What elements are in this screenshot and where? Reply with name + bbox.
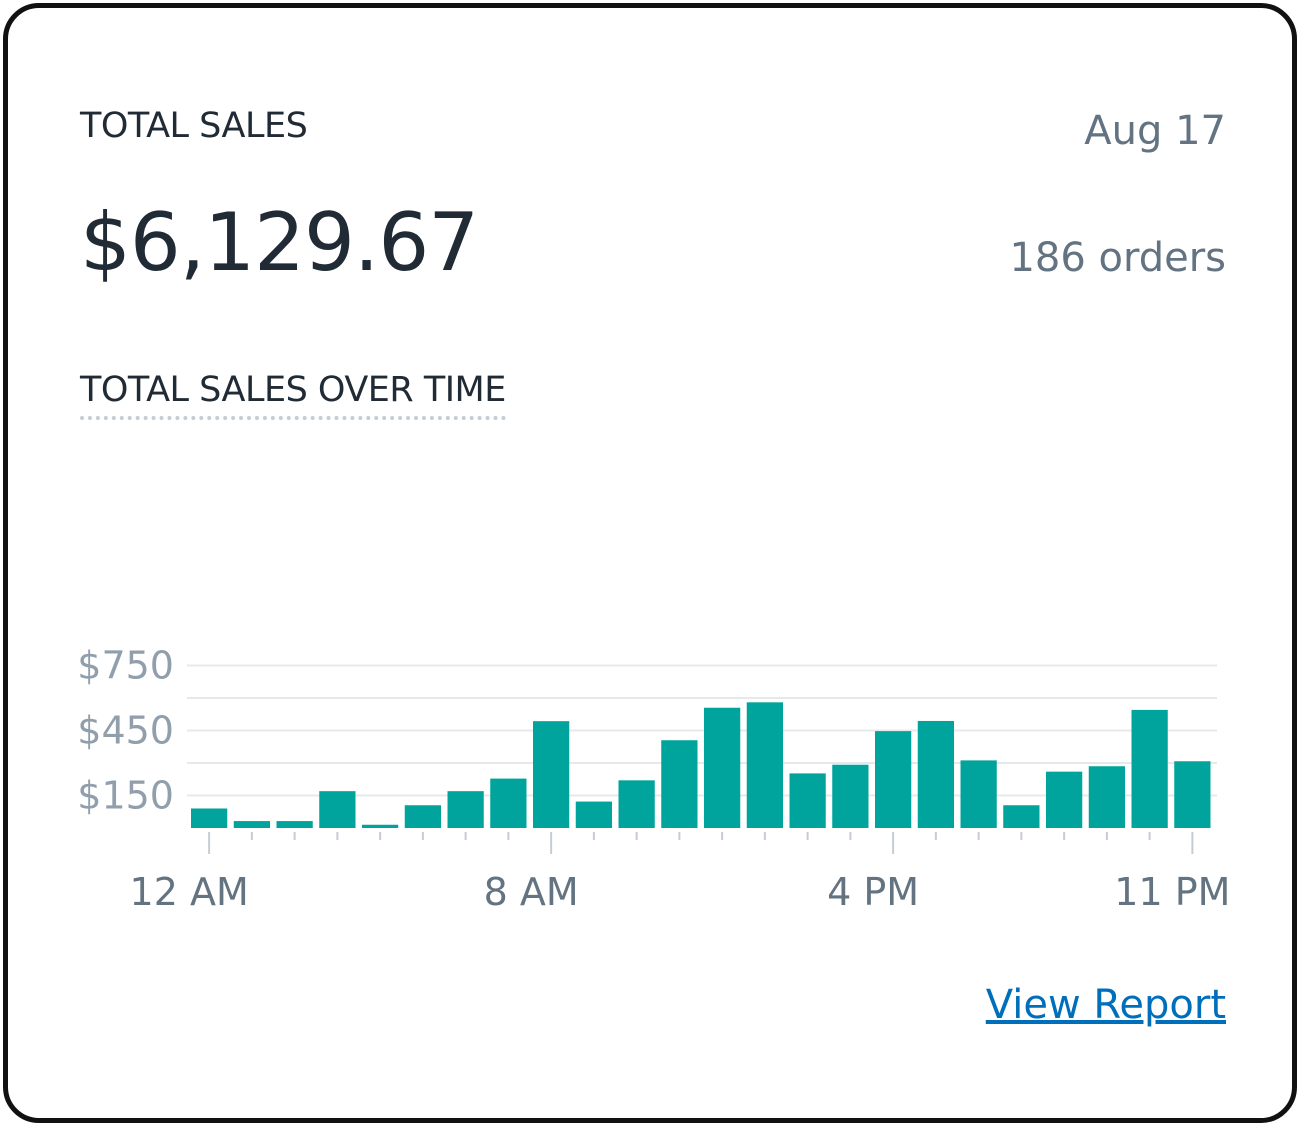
bar[interactable]	[789, 773, 826, 828]
y-tick-label: $750	[77, 643, 174, 687]
card-title: TOTAL SALES	[80, 106, 308, 146]
bar[interactable]	[233, 821, 270, 828]
bar[interactable]	[276, 821, 313, 828]
x-axis	[208, 832, 1194, 854]
bar[interactable]	[404, 805, 441, 828]
bar[interactable]	[746, 702, 783, 828]
total-sales-value: $6,129.67	[80, 196, 479, 289]
x-tick-label: 8 AM	[484, 870, 579, 914]
bar[interactable]	[917, 720, 954, 828]
bar[interactable]	[533, 721, 570, 828]
chart-title[interactable]: TOTAL SALES OVER TIME	[80, 370, 506, 420]
bar[interactable]	[661, 740, 698, 828]
bar[interactable]	[618, 780, 655, 828]
total-sales-card	[3, 3, 1297, 1123]
bar[interactable]	[319, 791, 356, 828]
y-tick-label: $150	[77, 773, 174, 817]
bar[interactable]	[1003, 805, 1040, 828]
orders-count: 186 orders	[1009, 235, 1226, 281]
x-tick-label: 4 PM	[827, 870, 919, 914]
x-tick-label: 11 PM	[1114, 870, 1230, 914]
bar[interactable]	[704, 707, 741, 828]
bar[interactable]	[490, 778, 527, 828]
bar[interactable]	[191, 808, 228, 828]
bar[interactable]	[1088, 766, 1125, 828]
view-report-link[interactable]: View Report	[985, 982, 1226, 1028]
date-label: Aug 17	[1084, 108, 1226, 154]
gridlines	[187, 664, 1217, 797]
x-tick-label: 12 AM	[130, 870, 249, 914]
bars	[191, 702, 1211, 828]
bar[interactable]	[447, 791, 484, 828]
bar[interactable]	[960, 760, 997, 828]
bar[interactable]	[832, 764, 869, 828]
bar[interactable]	[1046, 771, 1083, 828]
tick-labels: $150 $450 $750 12 AM 8 AM 4 PM 11 PM	[77, 643, 1230, 914]
bar[interactable]	[1131, 709, 1168, 828]
bar[interactable]	[575, 801, 612, 828]
bar[interactable]	[362, 824, 399, 828]
bar[interactable]	[1174, 761, 1211, 828]
y-tick-label: $450	[77, 708, 174, 752]
bar[interactable]	[875, 731, 912, 828]
